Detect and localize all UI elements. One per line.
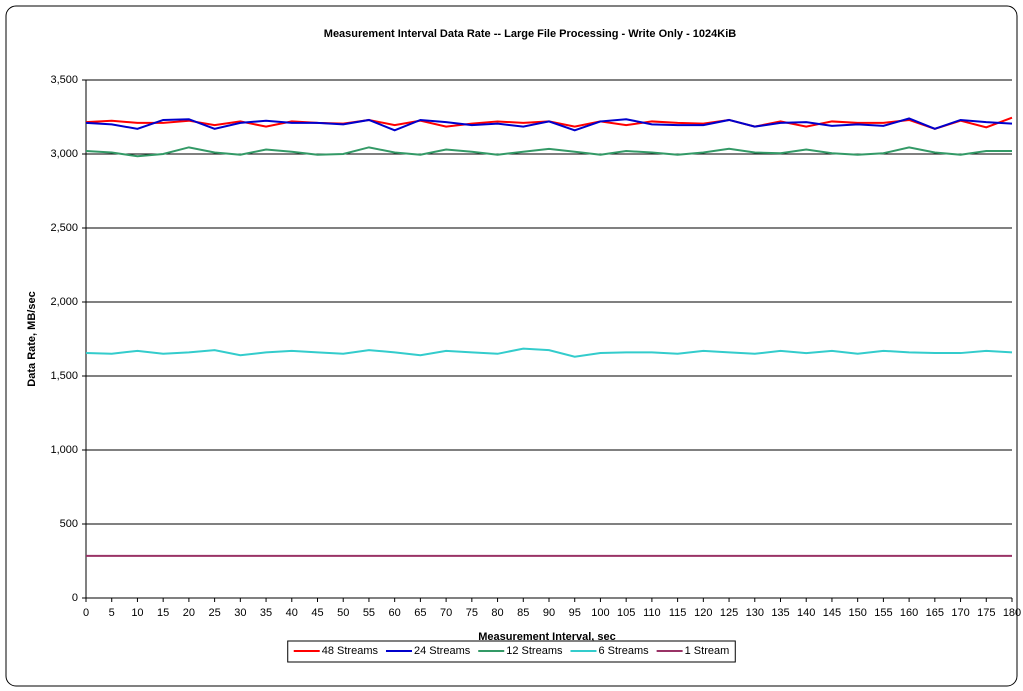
y-tick-label: 3,500 <box>50 74 78 86</box>
x-tick-label: 80 <box>491 607 503 619</box>
series-line <box>85 146 1012 158</box>
x-tick-label: 50 <box>337 607 349 619</box>
x-tick-label: 170 <box>951 607 969 619</box>
x-tick-label: 145 <box>823 607 841 619</box>
x-tick-label: 90 <box>543 607 555 619</box>
legend: 48 Streams 24 Streams 12 Streams 6 Streams 1… <box>287 640 736 663</box>
legend-label: 6 Streams <box>598 645 649 657</box>
legend-item: 6 Streams <box>570 645 649 657</box>
legend-item: 12 Streams <box>478 645 563 657</box>
x-tick-label: 85 <box>517 607 529 619</box>
x-tick-label: 45 <box>311 607 323 619</box>
x-tick-label: 95 <box>569 607 581 619</box>
legend-item: 24 Streams <box>385 645 471 657</box>
y-tick-label: 3,000 <box>50 148 78 160</box>
x-tick-label: 25 <box>208 607 220 619</box>
x-tick-label: 155 <box>874 607 892 619</box>
x-tick-label: 140 <box>797 607 815 619</box>
x-tick-label: 100 <box>591 607 609 619</box>
x-tick-label: 175 <box>977 607 995 619</box>
x-tick-label: 0 <box>83 607 89 619</box>
x-tick-label: 135 <box>771 607 789 619</box>
x-tick-label: 165 <box>926 607 944 619</box>
legend-label: 12 Streams <box>506 645 563 657</box>
x-tick-label: 120 <box>694 607 712 619</box>
x-tick-label: 115 <box>669 607 687 619</box>
x-tick-label: 150 <box>848 607 866 619</box>
y-tick-label: 2,500 <box>50 222 78 234</box>
legend-item: 48 Streams <box>293 645 379 657</box>
legend-box <box>287 640 736 663</box>
y-tick-label: 2,000 <box>50 296 78 308</box>
x-tick-label: 60 <box>389 607 401 619</box>
x-tick-label: 5 <box>109 607 115 619</box>
x-tick-label: 110 <box>643 607 661 619</box>
x-tick-label: 55 <box>363 607 375 619</box>
chart-title: Measurement Interval Data Rate -- Large … <box>324 28 736 40</box>
legend-label: 24 Streams <box>414 645 471 657</box>
x-tick-label: 15 <box>157 607 169 619</box>
y-tick-label: 0 <box>72 592 78 604</box>
legend-label: 48 Streams <box>322 645 379 657</box>
x-tick-label: 125 <box>720 607 738 619</box>
x-tick-label: 10 <box>131 607 143 619</box>
x-tick-label: 130 <box>746 607 764 619</box>
y-tick-label: 500 <box>60 518 78 530</box>
series-line <box>85 117 1013 132</box>
x-tick-label: 20 <box>183 607 195 619</box>
x-tick-label: 180 <box>1003 607 1021 619</box>
x-tick-label: 160 <box>900 607 918 619</box>
x-tick-label: 70 <box>440 607 452 619</box>
x-tick-label: 30 <box>234 607 246 619</box>
x-tick-label: 35 <box>260 607 272 619</box>
y-tick-label: 1,500 <box>50 370 78 382</box>
y-axis-label: Data Rate, MB/sec <box>26 291 38 386</box>
series-line <box>85 347 1013 358</box>
y-tick-label: 1,000 <box>50 444 78 456</box>
x-tick-label: 65 <box>414 607 426 619</box>
x-tick-label: 75 <box>466 607 478 619</box>
legend-item: 1 Stream <box>656 645 730 657</box>
x-tick-label: 105 <box>617 607 635 619</box>
chart-border <box>5 5 1018 687</box>
x-axis-label: Measurement Interval, sec <box>478 631 616 643</box>
x-tick-label: 40 <box>286 607 298 619</box>
legend-label: 1 Stream <box>685 645 730 657</box>
